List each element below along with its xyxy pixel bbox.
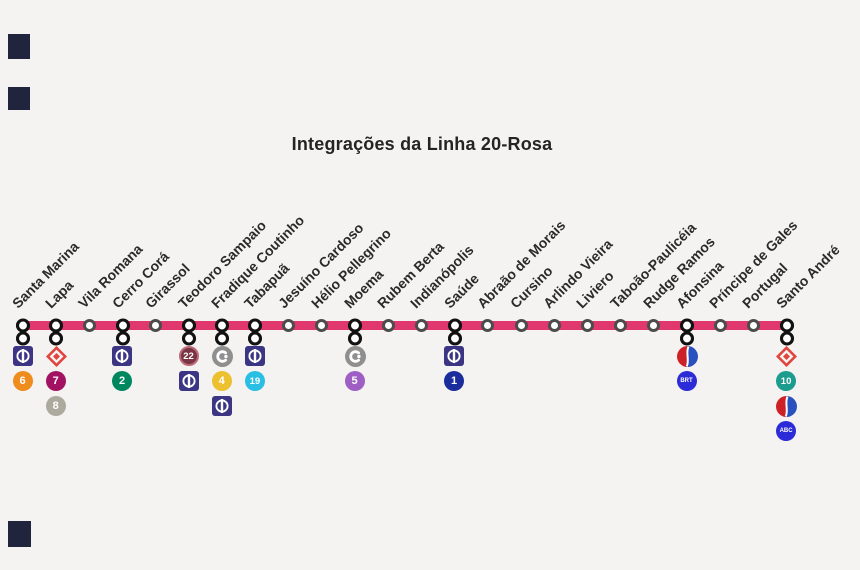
cptm-logo-icon: [45, 346, 67, 367]
station-marker: [414, 319, 428, 332]
viaquatro-logo-icon: [211, 346, 233, 367]
transfer-station-marker: [246, 317, 264, 347]
brt-abc-logo-icon: [776, 396, 798, 417]
diagram-title: Integrações da Linha 20-Rosa: [291, 134, 553, 154]
station-marker: [647, 319, 661, 332]
brt-abc-logo-icon: [676, 346, 698, 367]
station-marker: [614, 319, 628, 332]
station-marker: [746, 319, 760, 332]
line-19-celeste-badge: 19: [244, 371, 265, 391]
station-marker: [381, 319, 395, 332]
metro-sp-logo-icon: [444, 346, 465, 366]
transfer-station-marker: [180, 317, 198, 347]
station-marker: [580, 319, 594, 332]
line-5-lilas-badge: 5: [344, 371, 365, 391]
line-20-rosa-track: [16, 321, 794, 330]
cptm-logo-icon: [776, 346, 798, 367]
transfer-station-marker: [47, 317, 65, 347]
viamobilidade-logo-icon: [344, 346, 366, 367]
station-marker: [82, 319, 96, 332]
metro-sp-logo-icon: [211, 396, 232, 416]
line-4-amarela-badge: 4: [211, 371, 232, 391]
abc-badge: ABC: [776, 421, 797, 441]
brt-badge: BRT: [676, 371, 697, 391]
line-1-azul-badge: 1: [444, 371, 465, 391]
station-marker: [315, 319, 329, 332]
metro-sp-logo-icon: [12, 346, 33, 366]
station-marker: [282, 319, 296, 332]
metro-sp-logo-icon: [178, 371, 199, 391]
transfer-station-marker: [778, 317, 796, 347]
screen-artifact-top-2: [8, 87, 30, 110]
transfer-station-marker: [14, 317, 32, 347]
transfer-station-marker: [114, 317, 132, 347]
station-marker: [514, 319, 528, 332]
transfer-station-marker: [213, 317, 231, 347]
line-22-badge: 22: [178, 346, 199, 366]
line-2-verde-badge: 2: [112, 371, 133, 391]
line-10-turquesa-badge: 10: [776, 371, 797, 391]
station-marker: [547, 319, 561, 332]
station-marker: [713, 319, 727, 332]
metro-sp-logo-icon: [244, 346, 265, 366]
station-marker: [149, 319, 163, 332]
screen-artifact-bottom: [8, 521, 31, 547]
line-8-diamante-badge: 8: [45, 396, 66, 416]
screen-artifact-top-1: [8, 34, 30, 59]
transfer-station-marker: [678, 317, 696, 347]
station-marker: [481, 319, 495, 332]
metro-sp-logo-icon: [112, 346, 133, 366]
line-7-rubi-badge: 7: [45, 371, 66, 391]
transfer-station-marker: [346, 317, 364, 347]
transfer-station-marker: [446, 317, 464, 347]
line-6-laranja-badge: 6: [12, 371, 33, 391]
